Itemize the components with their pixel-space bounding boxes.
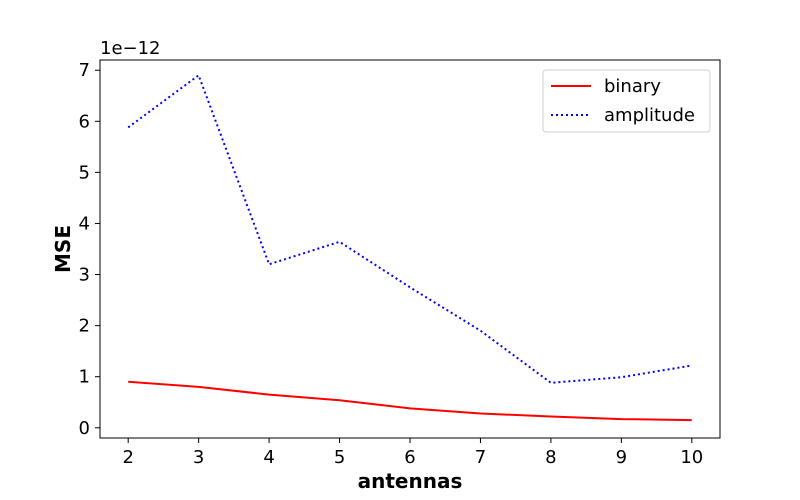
x-tick-label: 3	[193, 447, 204, 468]
x-tick-label: 10	[680, 447, 703, 468]
legend: binary amplitude	[542, 69, 711, 133]
y-axis-ticks: 0 1 2 3 4 5 6 7	[79, 60, 100, 439]
legend-label-binary: binary	[604, 76, 661, 97]
y-tick-label: 0	[79, 418, 90, 439]
series-line-binary	[128, 380, 692, 422]
y-tick-label: 7	[79, 60, 90, 81]
y-tick-label: 5	[79, 162, 90, 183]
y-axis-label: MSE	[51, 225, 75, 273]
legend-label-amplitude: amplitude	[604, 105, 695, 126]
x-axis-ticks: 2 3 4 5 6 7 8 9 10	[122, 438, 703, 468]
x-tick-label: 2	[122, 447, 133, 468]
y-tick-label: 4	[79, 213, 90, 234]
y-tick-label: 1	[79, 367, 90, 388]
x-tick-label: 8	[545, 447, 556, 468]
x-tick-label: 6	[404, 447, 415, 468]
x-tick-label: 9	[616, 447, 627, 468]
x-tick-label: 5	[334, 447, 345, 468]
series-lines	[127, 73, 692, 422]
y-tick-label: 3	[79, 265, 90, 286]
y-tick-label: 6	[79, 111, 90, 132]
x-tick-label: 7	[475, 447, 486, 468]
x-axis-label: antennas	[358, 469, 463, 493]
x-tick-label: 4	[263, 447, 274, 468]
y-tick-label: 2	[79, 316, 90, 337]
y-offset-label: 1e−12	[100, 38, 161, 59]
